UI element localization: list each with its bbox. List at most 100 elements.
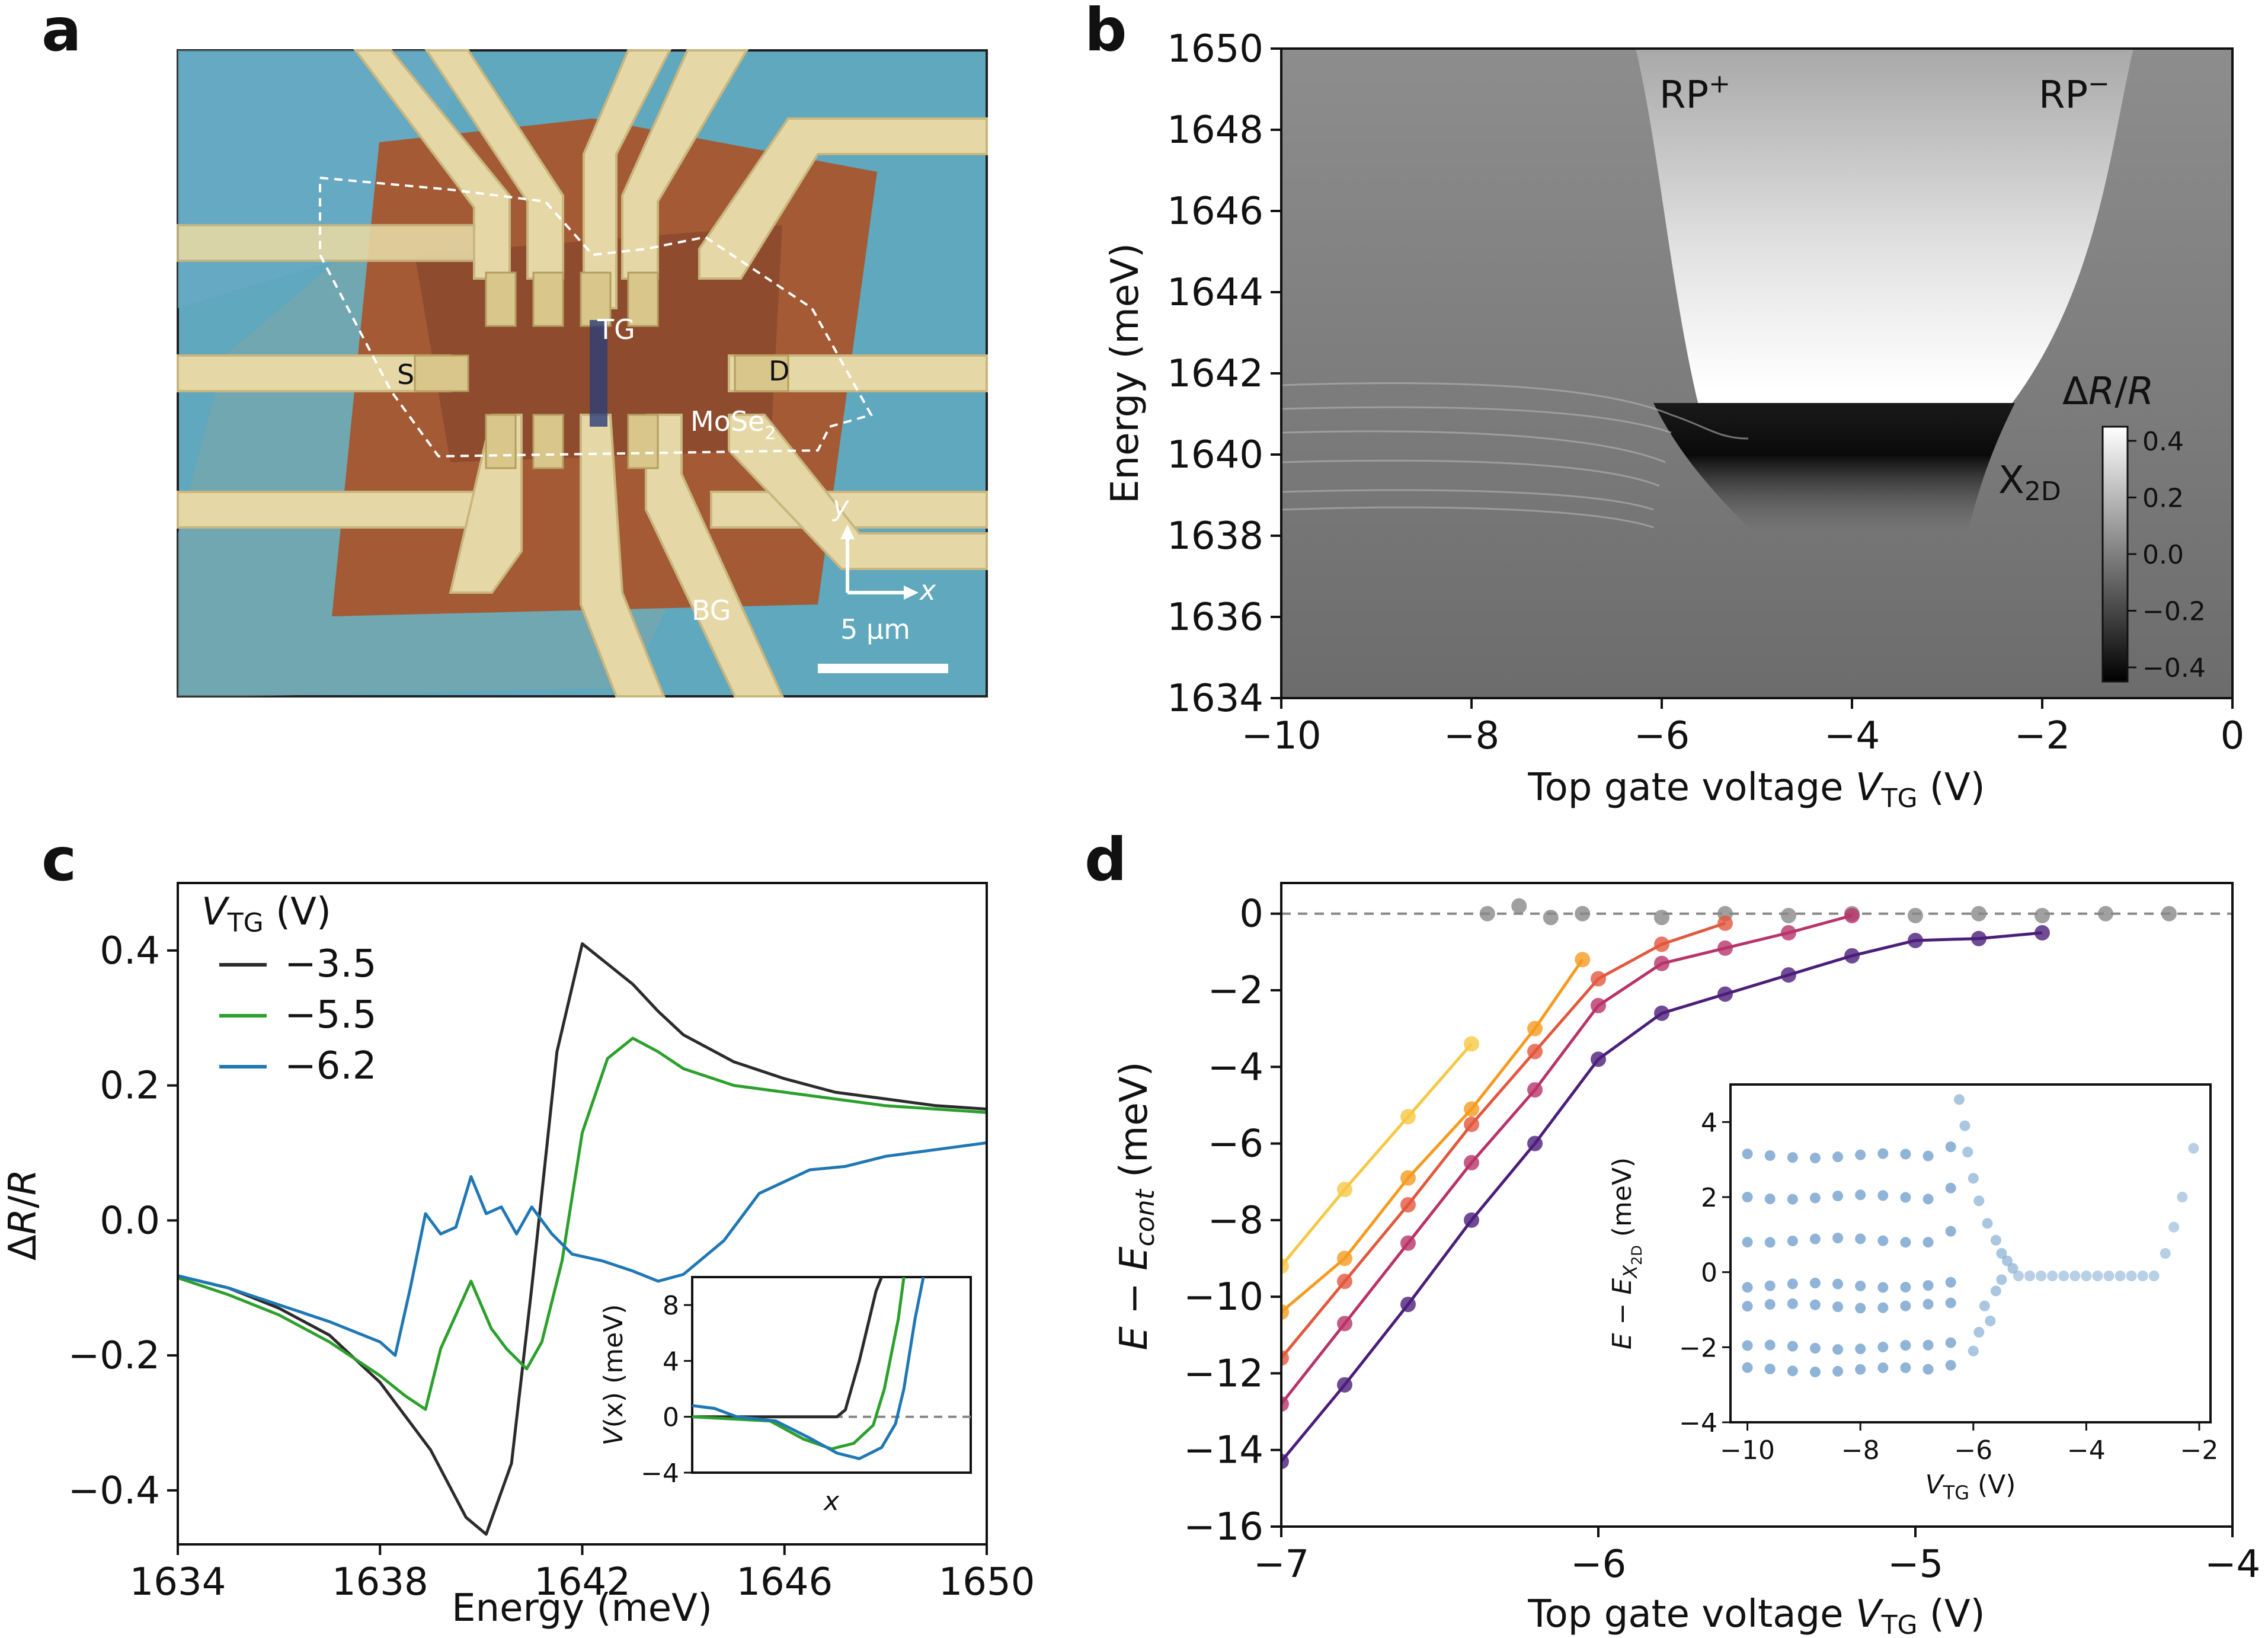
- d-inset-point: [1742, 1191, 1753, 1202]
- d-data-point: [1654, 910, 1669, 926]
- d-inset-point: [1764, 1194, 1776, 1205]
- d-inset-point: [1900, 1192, 1911, 1203]
- d-data-point: [1337, 1274, 1352, 1290]
- d-data-point: [1400, 1297, 1416, 1313]
- d-inset-point: [1900, 1282, 1911, 1293]
- d-data-point: [1400, 1170, 1416, 1186]
- d-inset-point: [1742, 1362, 1753, 1373]
- d-inset-point: [1742, 1340, 1753, 1351]
- b-x-axis-label: Top gate voltage VTG (V): [1527, 766, 1985, 814]
- d-inset-point: [1742, 1148, 1753, 1160]
- d-inset-x-tick-label: −6: [1954, 1435, 1992, 1466]
- d-data-point: [1575, 906, 1591, 922]
- d-inset-point: [2069, 1271, 2081, 1281]
- d-inset-point: [2188, 1143, 2199, 1154]
- d-data-point: [1527, 1044, 1543, 1060]
- d-inset-point: [1764, 1299, 1776, 1310]
- d-inset-point: [1990, 1285, 2001, 1297]
- d-inset-point: [1787, 1298, 1798, 1309]
- b-x-tick-label: −6: [1634, 714, 1690, 758]
- d-inset-point: [1855, 1343, 1866, 1355]
- d-data-point: [1844, 907, 1860, 923]
- d-inset-y-tick-label: −2: [1679, 1333, 1717, 1363]
- scale-bar: [818, 664, 948, 673]
- d-inset-x-tick-label: −8: [1841, 1435, 1880, 1466]
- x-axis-letter: x: [919, 574, 936, 606]
- c-y-tick-label: −0.4: [68, 1469, 160, 1513]
- b-y-tick-label: 1648: [1167, 108, 1263, 152]
- d-inset-point: [2160, 1248, 2171, 1259]
- b-y-tick-label: 1638: [1167, 514, 1263, 558]
- d-inset-point: [1832, 1278, 1844, 1290]
- d-inset-point: [1809, 1343, 1821, 1354]
- d-y-tick-label: −6: [1208, 1122, 1263, 1166]
- d-inset-point: [1809, 1233, 1821, 1245]
- scatter-chart-d: −7 −6 −5 −4 0 −2 −4 −6 −8 −10 −12 −14 −16 Top gate …: [1112, 882, 2260, 1638]
- b-y-tick-label: 1634: [1167, 677, 1263, 721]
- d-inset-point: [1985, 1316, 1996, 1326]
- panel-label-c: c: [41, 825, 76, 894]
- d-inset-point: [1764, 1339, 1776, 1351]
- d-data-point: [1464, 1101, 1479, 1117]
- d-y-tick-label: −10: [1183, 1275, 1263, 1319]
- heatmap-bright-region: [1636, 49, 2133, 415]
- d-data-point: [1281, 1258, 1289, 1274]
- d-inset-point: [2047, 1271, 2058, 1281]
- d-inset-point: [1877, 1190, 1889, 1201]
- d-inset-point: [1764, 1363, 1776, 1374]
- d-inset-point: [2013, 1271, 2024, 1281]
- d-inset-point: [1945, 1226, 1956, 1237]
- y-axis-letter: y: [831, 490, 849, 522]
- c-inset-line: [692, 1277, 906, 1451]
- d-series-line: [1281, 1042, 1473, 1267]
- d-y-tick-label: −4: [1208, 1045, 1263, 1089]
- d-x-tick-label: −4: [2205, 1543, 2260, 1586]
- d-data-point: [2098, 906, 2113, 922]
- d-data-point: [2035, 925, 2050, 941]
- c-y-tick-label: 0.4: [100, 929, 160, 973]
- line-chart-c: 1634 1638 1642 1646 1650 −0.4 −0.2 0.0 0.2 0.4 E…: [1, 882, 1035, 1630]
- d-inset-point: [1922, 1280, 1934, 1291]
- d-data-point: [2161, 906, 2177, 922]
- d-inset-point: [1996, 1274, 2007, 1285]
- d-inset-point: [2177, 1192, 2188, 1202]
- d-data-point: [1844, 948, 1860, 964]
- d-inset-point: [1973, 1195, 1985, 1207]
- d-inset-point: [1832, 1191, 1844, 1202]
- d-data-point: [1575, 952, 1591, 968]
- rp-plus-annotation: RP+: [1659, 69, 1730, 117]
- mose2-label: MoSe2: [690, 405, 776, 444]
- c-y-axis-label: ΔR/R: [1, 1169, 45, 1261]
- d-y-tick-label: −12: [1183, 1352, 1263, 1396]
- x2d-annotation: X2D: [1998, 459, 2061, 507]
- c-x-axis-label: Energy (meV): [452, 1586, 712, 1630]
- c-y-ticks: −0.4 −0.2 0.0 0.2 0.4: [68, 929, 178, 1513]
- d-x-tick-label: −6: [1570, 1543, 1626, 1586]
- d-inset-point: [1877, 1282, 1889, 1293]
- b-x-tick-label: −10: [1241, 714, 1321, 758]
- panel-label-d: d: [1085, 825, 1127, 894]
- d-inset-point: [1809, 1367, 1821, 1378]
- d-inset-point: [1922, 1237, 1934, 1248]
- c-series-line: [178, 1141, 987, 1357]
- b-y-tick-label: 1650: [1167, 27, 1263, 71]
- device-micrograph: S D TG BG MoSe2 y x 5 μm: [177, 49, 988, 698]
- scale-label: 5 μm: [840, 613, 910, 645]
- d-data-point: [1591, 997, 1606, 1013]
- d-series-line: [1281, 922, 1726, 1359]
- c-legend-label: −5.5: [284, 993, 376, 1037]
- d-inset-point: [1900, 1362, 1911, 1373]
- d-inset-point: [1945, 1337, 1956, 1348]
- c-y-tick-label: 0.2: [100, 1064, 160, 1108]
- heatmap-dark-band: [1653, 403, 2015, 533]
- b-x-tick-label: −2: [2014, 714, 2070, 758]
- d-inset-point: [1809, 1153, 1821, 1164]
- c-legend: VTG (V) −3.5 −5.5 −6.2: [201, 890, 376, 1088]
- d-x-tick-label: −5: [1888, 1543, 1943, 1586]
- d-data-point: [1654, 1005, 1669, 1021]
- d-inset-point: [2168, 1221, 2180, 1233]
- d-data-point: [1527, 1020, 1543, 1036]
- d-inset-point: [1996, 1248, 2007, 1259]
- b-y-tick-label: 1640: [1167, 433, 1263, 477]
